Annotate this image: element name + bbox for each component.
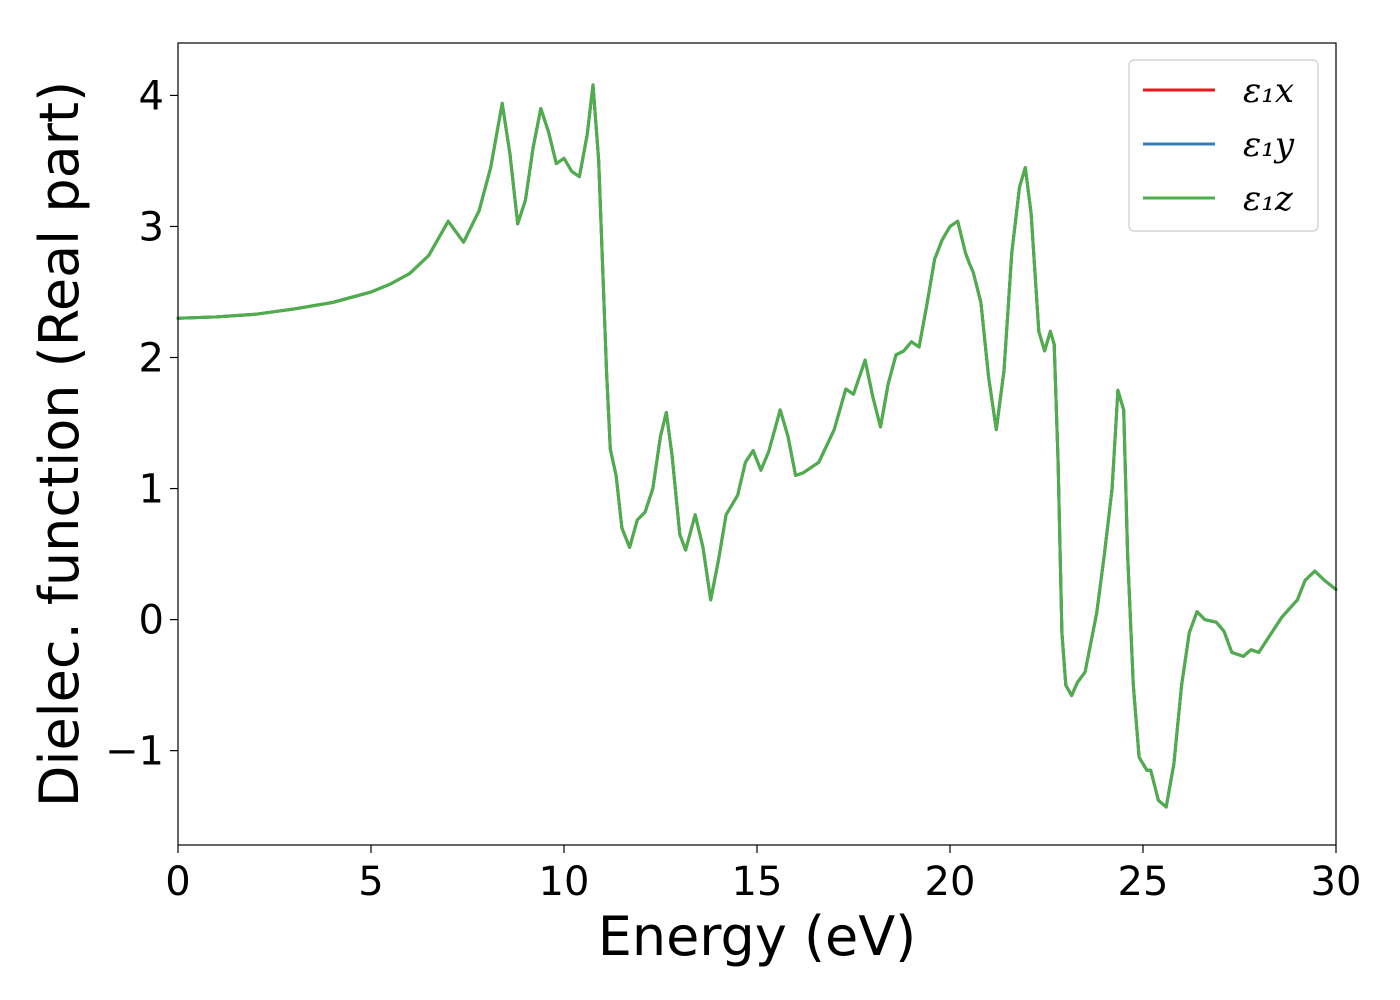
series-line-2 (176, 83, 1338, 809)
y-axis-label: Dielec. function (Real part) (28, 81, 91, 807)
x-tick-label: 15 (732, 859, 783, 905)
x-tick-label: 5 (358, 859, 383, 905)
y-tick-label: 0 (139, 598, 164, 644)
x-tick-label: 30 (1311, 859, 1362, 905)
y-tick-label: 2 (139, 336, 164, 382)
x-tick-label: 20 (925, 859, 976, 905)
legend-label-1: ε₁y (1243, 125, 1295, 165)
legend-label-2: ε₁z (1243, 179, 1294, 219)
y-tick-label: 4 (139, 73, 164, 119)
y-tick-label: 3 (139, 204, 164, 250)
x-tick-label: 0 (165, 859, 190, 905)
legend-label-0: ε₁x (1243, 71, 1294, 111)
x-tick-label: 25 (1118, 859, 1169, 905)
series-layer (176, 83, 1338, 809)
y-tick-label: −1 (105, 729, 164, 775)
x-axis-label: Energy (eV) (598, 905, 917, 968)
x-axis-ticks: 0 5 10 15 20 25 30 (165, 845, 1361, 905)
x-tick-label: 10 (539, 859, 590, 905)
y-tick-label: 1 (139, 467, 164, 513)
legend-box (1128, 59, 1319, 232)
y-axis-ticks: −1 0 1 2 3 4 (105, 73, 178, 775)
legend: ε₁x ε₁y ε₁z (1128, 59, 1319, 232)
